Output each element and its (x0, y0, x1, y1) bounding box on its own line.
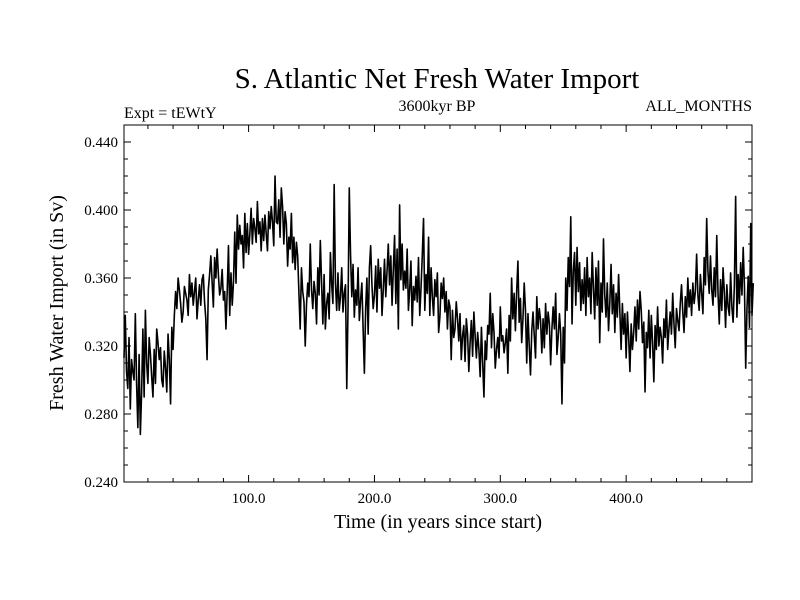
chart-title: S. Atlantic Net Fresh Water Import (235, 63, 640, 95)
y-tick-label: 0.360 (84, 271, 118, 287)
x-tick-label: 100.0 (232, 491, 266, 507)
y-tick-label: 0.400 (84, 203, 118, 219)
series-line (123, 175, 755, 436)
x-axis-label: Time (in years since start) (334, 511, 542, 533)
y-tick-label: 0.320 (84, 339, 118, 355)
y-axis-label: Fresh Water Import (in Sv) (46, 195, 68, 411)
y-tick-labels: 0.240 0.280 0.320 0.360 0.400 0.440 (84, 135, 118, 491)
y-tick-label: 0.280 (84, 407, 118, 423)
x-tick-label: 400.0 (609, 491, 643, 507)
y-tick-label: 0.240 (84, 475, 118, 491)
x-tick-labels: 100.0 200.0 300.0 400.0 (232, 491, 643, 507)
plot-frame (123, 124, 753, 483)
x-tick-label: 200.0 (358, 491, 392, 507)
x-tick-label: 300.0 (483, 491, 517, 507)
months-label: ALL_MONTHS (645, 98, 752, 115)
series-group (123, 175, 755, 436)
y-tick-label: 0.440 (84, 135, 118, 151)
axis-ticks (124, 125, 752, 482)
period-label: 3600kyr BP (399, 98, 476, 115)
experiment-label: Expt = tEWtY (124, 105, 217, 122)
